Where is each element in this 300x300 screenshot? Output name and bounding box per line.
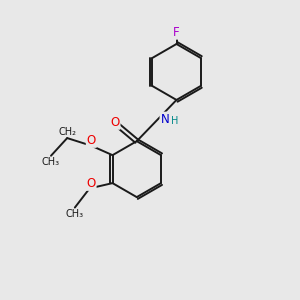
Text: CH₂: CH₂ [58, 127, 76, 137]
Text: N: N [160, 112, 169, 126]
Text: O: O [110, 116, 120, 129]
Text: CH₃: CH₃ [66, 209, 84, 219]
Text: O: O [86, 177, 96, 190]
Text: CH₃: CH₃ [42, 157, 60, 167]
Text: H: H [171, 116, 178, 126]
Text: F: F [173, 26, 180, 39]
Text: O: O [87, 134, 96, 147]
